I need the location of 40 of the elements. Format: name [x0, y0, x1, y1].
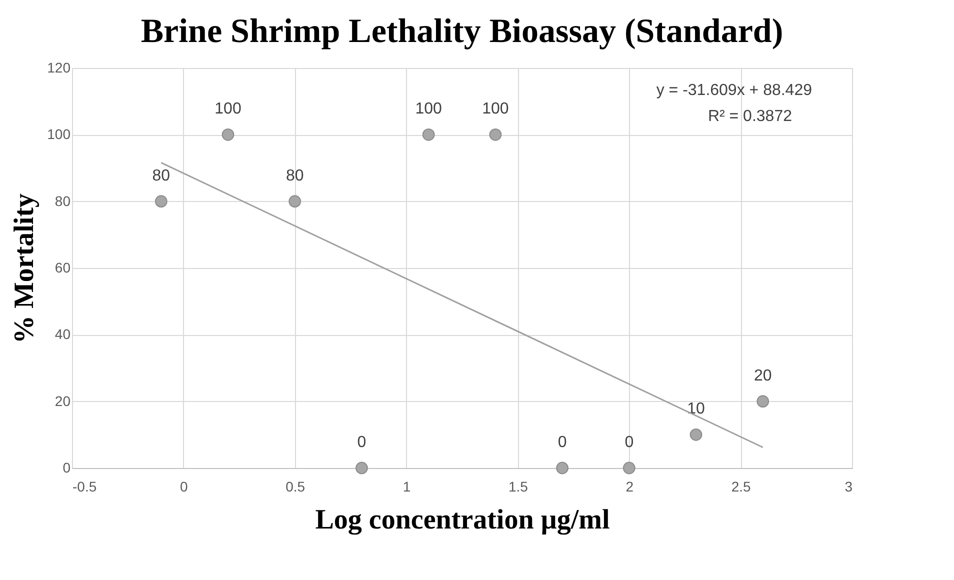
- point: [222, 128, 234, 141]
- x-tick-label: 0.5: [286, 478, 306, 494]
- point: [356, 462, 368, 474]
- data-label: 100: [482, 100, 509, 118]
- y-axis-title: % Mortality: [9, 193, 40, 344]
- data-label: 80: [152, 167, 170, 184]
- x-tick-label: 2.5: [731, 478, 752, 494]
- x-tick-label: 1.5: [508, 478, 528, 494]
- x-tick-label: 0: [180, 478, 188, 494]
- annotation: y = -31.609x + 88.429: [656, 82, 812, 99]
- data-label: 20: [754, 367, 772, 384]
- data-label: 0: [357, 434, 366, 451]
- data-label: 100: [214, 100, 242, 118]
- y-tick-label: 80: [54, 192, 71, 209]
- point: [622, 462, 636, 474]
- point: [756, 395, 770, 408]
- point: [422, 128, 435, 141]
- y-tick-label: 40: [54, 326, 71, 342]
- data-label: 10: [687, 400, 705, 418]
- point: [556, 462, 568, 474]
- point: [489, 128, 502, 141]
- point: [690, 428, 702, 441]
- point: [154, 195, 168, 208]
- data-label: 0: [558, 434, 567, 451]
- x-tick-label: 1: [402, 478, 411, 494]
- data-label: 0: [624, 434, 634, 451]
- y-tick-label: 60: [54, 260, 71, 276]
- data-label: 80: [286, 167, 304, 184]
- chart-title: Brine Shrimp Lethality Bioassay (Standard): [140, 13, 784, 50]
- y-tick-label: 120: [47, 60, 71, 76]
- x-tick-label: 3: [844, 478, 853, 494]
- point: [288, 195, 302, 208]
- y-tick-label: 0: [62, 460, 71, 476]
- x-axis-title: Log concentration µg/ml: [315, 504, 610, 536]
- annotation: R² = 0.3872: [708, 108, 792, 125]
- x-tick-label: -0.5: [72, 478, 97, 494]
- x-tick-label: 2: [626, 478, 634, 494]
- data-label: 100: [415, 100, 442, 118]
- y-tick-label: 100: [47, 126, 71, 142]
- y-tick-label: 20: [54, 392, 71, 409]
